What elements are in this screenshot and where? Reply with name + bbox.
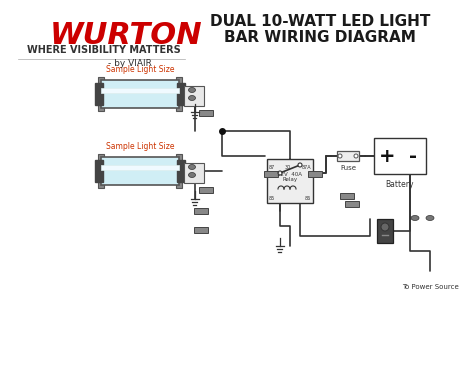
Text: 30: 30: [285, 165, 291, 170]
Text: WURTON: WURTON: [50, 22, 202, 51]
Ellipse shape: [189, 96, 195, 101]
Ellipse shape: [189, 164, 195, 169]
FancyBboxPatch shape: [194, 227, 208, 233]
Ellipse shape: [411, 216, 419, 220]
Text: DUAL 10-WATT LED LIGHT: DUAL 10-WATT LED LIGHT: [210, 14, 430, 29]
Text: To Power Source: To Power Source: [401, 284, 458, 290]
Text: 85: 85: [269, 196, 275, 201]
FancyBboxPatch shape: [184, 163, 204, 183]
FancyBboxPatch shape: [194, 208, 208, 214]
Circle shape: [278, 171, 282, 175]
FancyBboxPatch shape: [98, 154, 104, 188]
FancyBboxPatch shape: [176, 77, 182, 111]
Text: +: +: [379, 146, 395, 165]
FancyBboxPatch shape: [101, 165, 179, 169]
Ellipse shape: [189, 172, 195, 178]
FancyBboxPatch shape: [184, 86, 204, 106]
Text: 87A: 87A: [301, 165, 311, 170]
Text: 86: 86: [305, 196, 311, 201]
Text: Sample Light Size: Sample Light Size: [106, 142, 174, 151]
FancyBboxPatch shape: [95, 83, 103, 105]
FancyBboxPatch shape: [177, 160, 185, 182]
FancyBboxPatch shape: [345, 201, 359, 207]
Circle shape: [298, 163, 302, 167]
Text: - by VIAIR: - by VIAIR: [108, 60, 152, 68]
FancyBboxPatch shape: [101, 80, 179, 108]
Ellipse shape: [426, 216, 434, 220]
FancyBboxPatch shape: [176, 154, 182, 188]
Circle shape: [338, 154, 342, 158]
Text: Sample Light Size: Sample Light Size: [106, 65, 174, 74]
FancyBboxPatch shape: [308, 171, 322, 177]
Circle shape: [354, 154, 358, 158]
Text: Battery: Battery: [386, 180, 414, 189]
FancyBboxPatch shape: [337, 151, 359, 161]
FancyBboxPatch shape: [95, 160, 103, 182]
FancyBboxPatch shape: [101, 157, 179, 185]
FancyBboxPatch shape: [101, 89, 179, 93]
Circle shape: [381, 223, 389, 231]
FancyBboxPatch shape: [377, 219, 393, 243]
FancyBboxPatch shape: [267, 159, 313, 203]
Text: Fuse: Fuse: [340, 165, 356, 171]
FancyBboxPatch shape: [264, 171, 278, 177]
Ellipse shape: [189, 87, 195, 93]
Text: 12V  40A
Relay: 12V 40A Relay: [277, 172, 302, 182]
FancyBboxPatch shape: [177, 83, 185, 105]
FancyBboxPatch shape: [374, 138, 426, 174]
FancyBboxPatch shape: [199, 187, 213, 193]
Text: WHERE VISIBILITY MATTERS: WHERE VISIBILITY MATTERS: [27, 45, 181, 55]
FancyBboxPatch shape: [98, 77, 104, 111]
FancyBboxPatch shape: [199, 110, 213, 116]
Text: 87: 87: [269, 165, 275, 170]
Text: BAR WIRING DIAGRAM: BAR WIRING DIAGRAM: [224, 30, 416, 45]
Text: -: -: [409, 146, 417, 165]
FancyBboxPatch shape: [340, 193, 354, 199]
